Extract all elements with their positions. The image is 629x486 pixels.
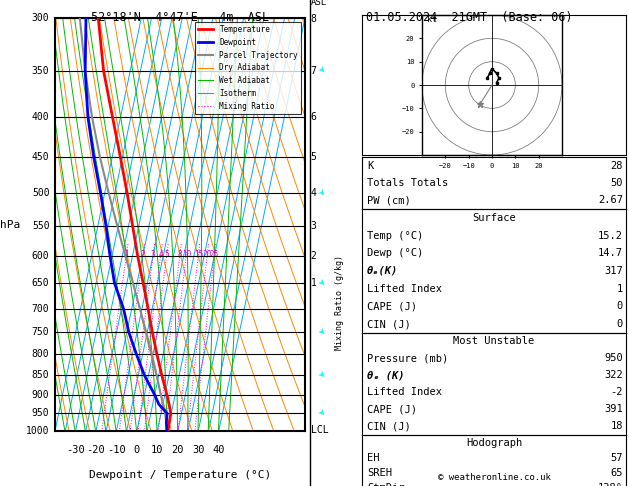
Text: 40: 40 [213,445,225,455]
Text: 15.2: 15.2 [598,230,623,241]
Text: K: K [367,161,373,171]
Text: Dewp (°C): Dewp (°C) [367,248,423,258]
Text: CIN (J): CIN (J) [367,421,411,432]
Text: Temp (°C): Temp (°C) [367,230,423,241]
Text: 950: 950 [604,353,623,364]
Text: hPa: hPa [1,220,21,229]
Text: 25: 25 [209,250,219,259]
Text: 800: 800 [32,349,50,360]
Text: Lifted Index: Lifted Index [367,284,442,294]
Text: Totals Totals: Totals Totals [367,178,448,188]
Text: 3: 3 [151,250,155,259]
Text: 10: 10 [182,250,191,259]
Text: 750: 750 [32,327,50,337]
Text: 600: 600 [32,251,50,261]
Text: 450: 450 [32,152,50,162]
Text: 15: 15 [194,250,203,259]
Text: © weatheronline.co.uk: © weatheronline.co.uk [438,473,550,482]
Text: CIN (J): CIN (J) [367,319,411,329]
Text: ➤: ➤ [313,64,327,78]
Text: -20: -20 [87,445,105,455]
Text: -2: -2 [610,387,623,398]
Text: Hodograph: Hodograph [466,437,522,448]
Text: 4: 4 [159,250,163,259]
Text: 14.7: 14.7 [598,248,623,258]
Text: 2: 2 [141,250,145,259]
Text: 1: 1 [124,250,129,259]
Text: 1: 1 [616,284,623,294]
Text: CAPE (J): CAPE (J) [367,404,417,415]
Text: 650: 650 [32,278,50,288]
Text: 20: 20 [203,250,212,259]
Text: 1: 1 [311,278,316,288]
Text: θₑ(K): θₑ(K) [367,266,398,276]
Text: 7: 7 [311,66,316,76]
Text: 700: 700 [32,304,50,313]
Text: Surface: Surface [472,213,516,223]
Text: 6: 6 [311,112,316,122]
Text: 01.05.2024  21GMT  (Base: 06): 01.05.2024 21GMT (Base: 06) [366,11,573,24]
Text: -30: -30 [66,445,85,455]
Text: Most Unstable: Most Unstable [454,336,535,347]
Text: 950: 950 [32,408,50,418]
Text: 10: 10 [151,445,164,455]
Text: PW (cm): PW (cm) [367,195,411,206]
Text: -10: -10 [107,445,126,455]
Text: 5: 5 [165,250,169,259]
Text: 2.67: 2.67 [598,195,623,206]
Text: 900: 900 [32,390,50,400]
Text: 65: 65 [610,468,623,478]
Text: 52°18'N  4°47'E  -4m  ASL: 52°18'N 4°47'E -4m ASL [91,11,269,24]
Text: Lifted Index: Lifted Index [367,387,442,398]
Text: ➤: ➤ [313,406,327,421]
Text: Pressure (mb): Pressure (mb) [367,353,448,364]
Text: 350: 350 [32,66,50,76]
Text: km
ASL: km ASL [311,0,326,7]
Text: ➤: ➤ [313,325,327,340]
Text: 4: 4 [311,188,316,198]
Text: 50: 50 [610,178,623,188]
Text: 28: 28 [610,161,623,171]
Text: EH: EH [367,452,379,463]
Text: 500: 500 [32,188,50,198]
Text: ➤: ➤ [313,368,327,382]
Text: 57: 57 [610,452,623,463]
Text: 391: 391 [604,404,623,415]
Text: 0: 0 [134,445,140,455]
Text: Mixing Ratio (g/kg): Mixing Ratio (g/kg) [335,256,344,350]
Text: Dewpoint / Temperature (°C): Dewpoint / Temperature (°C) [89,470,271,480]
Text: 3: 3 [311,221,316,231]
Text: 0: 0 [616,319,623,329]
Text: 5: 5 [311,152,316,162]
Text: 1000: 1000 [26,426,50,436]
Text: 0: 0 [616,301,623,312]
Text: SREH: SREH [367,468,392,478]
Text: 400: 400 [32,112,50,122]
Text: 8: 8 [177,250,182,259]
Text: 20: 20 [172,445,184,455]
Text: θₑ (K): θₑ (K) [367,370,404,381]
Text: kt: kt [426,15,437,24]
Text: 300: 300 [32,13,50,23]
Text: LCL: LCL [311,425,328,435]
Text: 2: 2 [311,251,316,261]
Text: CAPE (J): CAPE (J) [367,301,417,312]
Text: 18: 18 [610,421,623,432]
Text: ➤: ➤ [313,276,327,291]
Text: 138°: 138° [598,483,623,486]
Text: StmDir: StmDir [367,483,404,486]
Text: 317: 317 [604,266,623,276]
Text: 8: 8 [311,14,316,24]
Legend: Temperature, Dewpoint, Parcel Trajectory, Dry Adiabat, Wet Adiabat, Isotherm, Mi: Temperature, Dewpoint, Parcel Trajectory… [195,22,301,114]
Text: ➤: ➤ [313,186,327,201]
Text: 30: 30 [192,445,204,455]
Text: 550: 550 [32,221,50,231]
Text: 850: 850 [32,370,50,380]
Text: 322: 322 [604,370,623,381]
